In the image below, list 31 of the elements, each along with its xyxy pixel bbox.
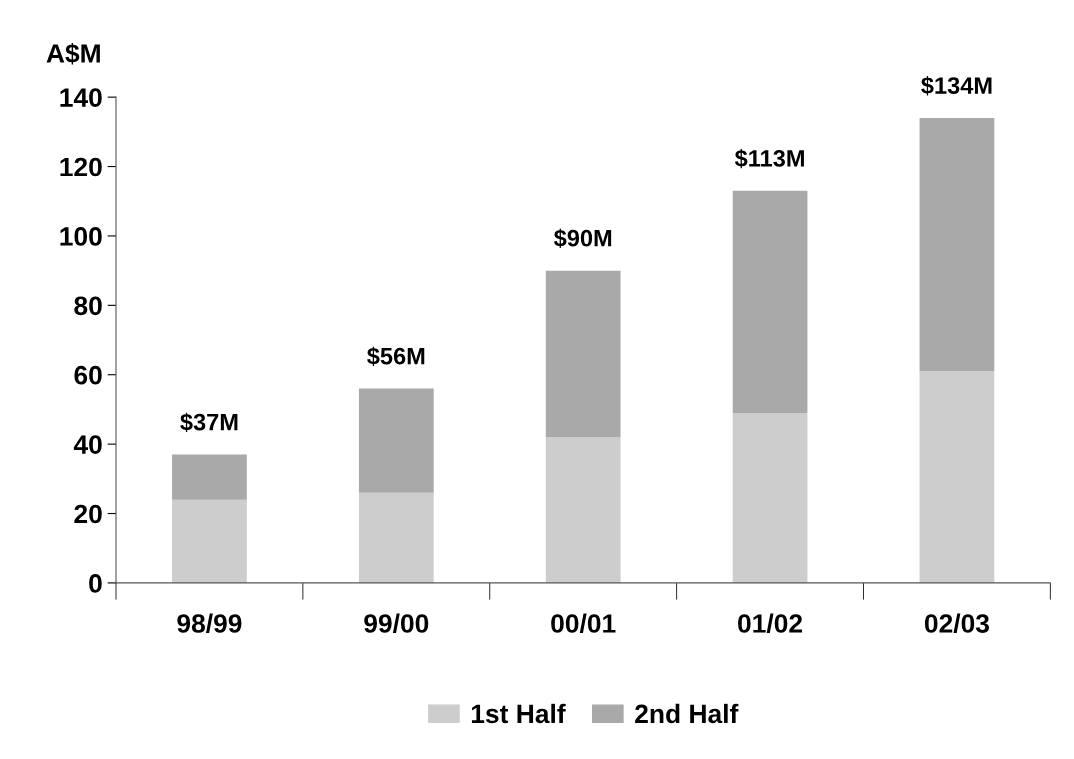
- y-tick-label: 60: [74, 365, 102, 385]
- bar: [545, 270, 621, 438]
- x-tick-label: 02/03: [924, 613, 989, 634]
- total-label: $90M: [553, 228, 612, 249]
- legend-label: 2nd Half: [635, 703, 739, 724]
- x-tick-label: 98/99: [177, 613, 242, 634]
- bar: [545, 437, 621, 583]
- bar: [732, 412, 808, 583]
- y-tick-label: 20: [74, 504, 102, 524]
- y-tick-label: 100: [60, 227, 102, 246]
- x-tick-label: 01/02: [738, 613, 803, 634]
- y-tick-label: 80: [74, 296, 102, 316]
- y-tick-label: 120: [60, 157, 102, 177]
- bar: [732, 190, 808, 413]
- total-label: $37M: [180, 412, 238, 432]
- total-label: $134M: [921, 76, 992, 96]
- bar: [172, 454, 247, 500]
- total-label: $56M: [367, 346, 425, 367]
- legend-label: 1st Half: [471, 703, 566, 724]
- x-tick-label: 00/01: [551, 613, 616, 634]
- bar: [358, 388, 434, 493]
- bar: [358, 492, 434, 583]
- y-axis-title: A$M: [46, 42, 100, 65]
- bar: [919, 117, 995, 372]
- y-tick-label: 40: [73, 435, 102, 454]
- y-tick-label: 140: [60, 88, 102, 107]
- bar: [172, 499, 247, 583]
- x-tick-label: 99/00: [364, 613, 429, 634]
- y-tick-label: 0: [89, 574, 102, 593]
- bar: [919, 371, 995, 583]
- total-label: $113M: [734, 148, 804, 169]
